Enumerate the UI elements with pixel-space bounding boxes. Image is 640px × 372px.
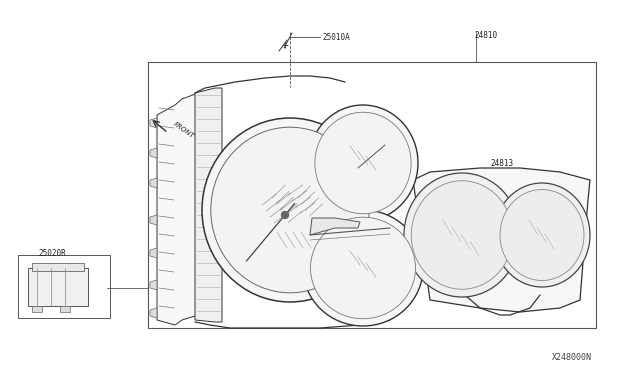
Polygon shape [413, 168, 590, 312]
Text: 24810: 24810 [474, 31, 497, 39]
Polygon shape [150, 280, 157, 290]
Bar [148, 62, 596, 328]
Ellipse shape [404, 173, 520, 297]
Polygon shape [150, 215, 157, 225]
Polygon shape [157, 93, 198, 325]
Polygon shape [150, 178, 157, 188]
Bar [60, 306, 70, 312]
Polygon shape [310, 218, 360, 235]
Bar [18, 255, 110, 318]
Text: 24813: 24813 [490, 159, 513, 168]
Ellipse shape [310, 217, 415, 319]
Ellipse shape [211, 127, 369, 293]
Ellipse shape [308, 105, 418, 221]
Bar [32, 263, 84, 271]
Text: FRONT: FRONT [172, 121, 195, 139]
Text: 25010A: 25010A [322, 32, 349, 42]
Text: 25020R: 25020R [38, 249, 66, 258]
Polygon shape [150, 118, 157, 128]
Text: X248000N: X248000N [552, 353, 592, 362]
Ellipse shape [303, 210, 423, 326]
Polygon shape [150, 248, 157, 258]
Ellipse shape [494, 183, 590, 287]
Polygon shape [195, 88, 222, 322]
Ellipse shape [412, 181, 513, 289]
Polygon shape [150, 308, 157, 318]
Ellipse shape [500, 189, 584, 280]
Bar [28, 268, 88, 306]
Polygon shape [150, 148, 157, 158]
Bar [32, 306, 42, 312]
Ellipse shape [315, 112, 411, 214]
Circle shape [282, 212, 289, 218]
Ellipse shape [202, 118, 378, 302]
